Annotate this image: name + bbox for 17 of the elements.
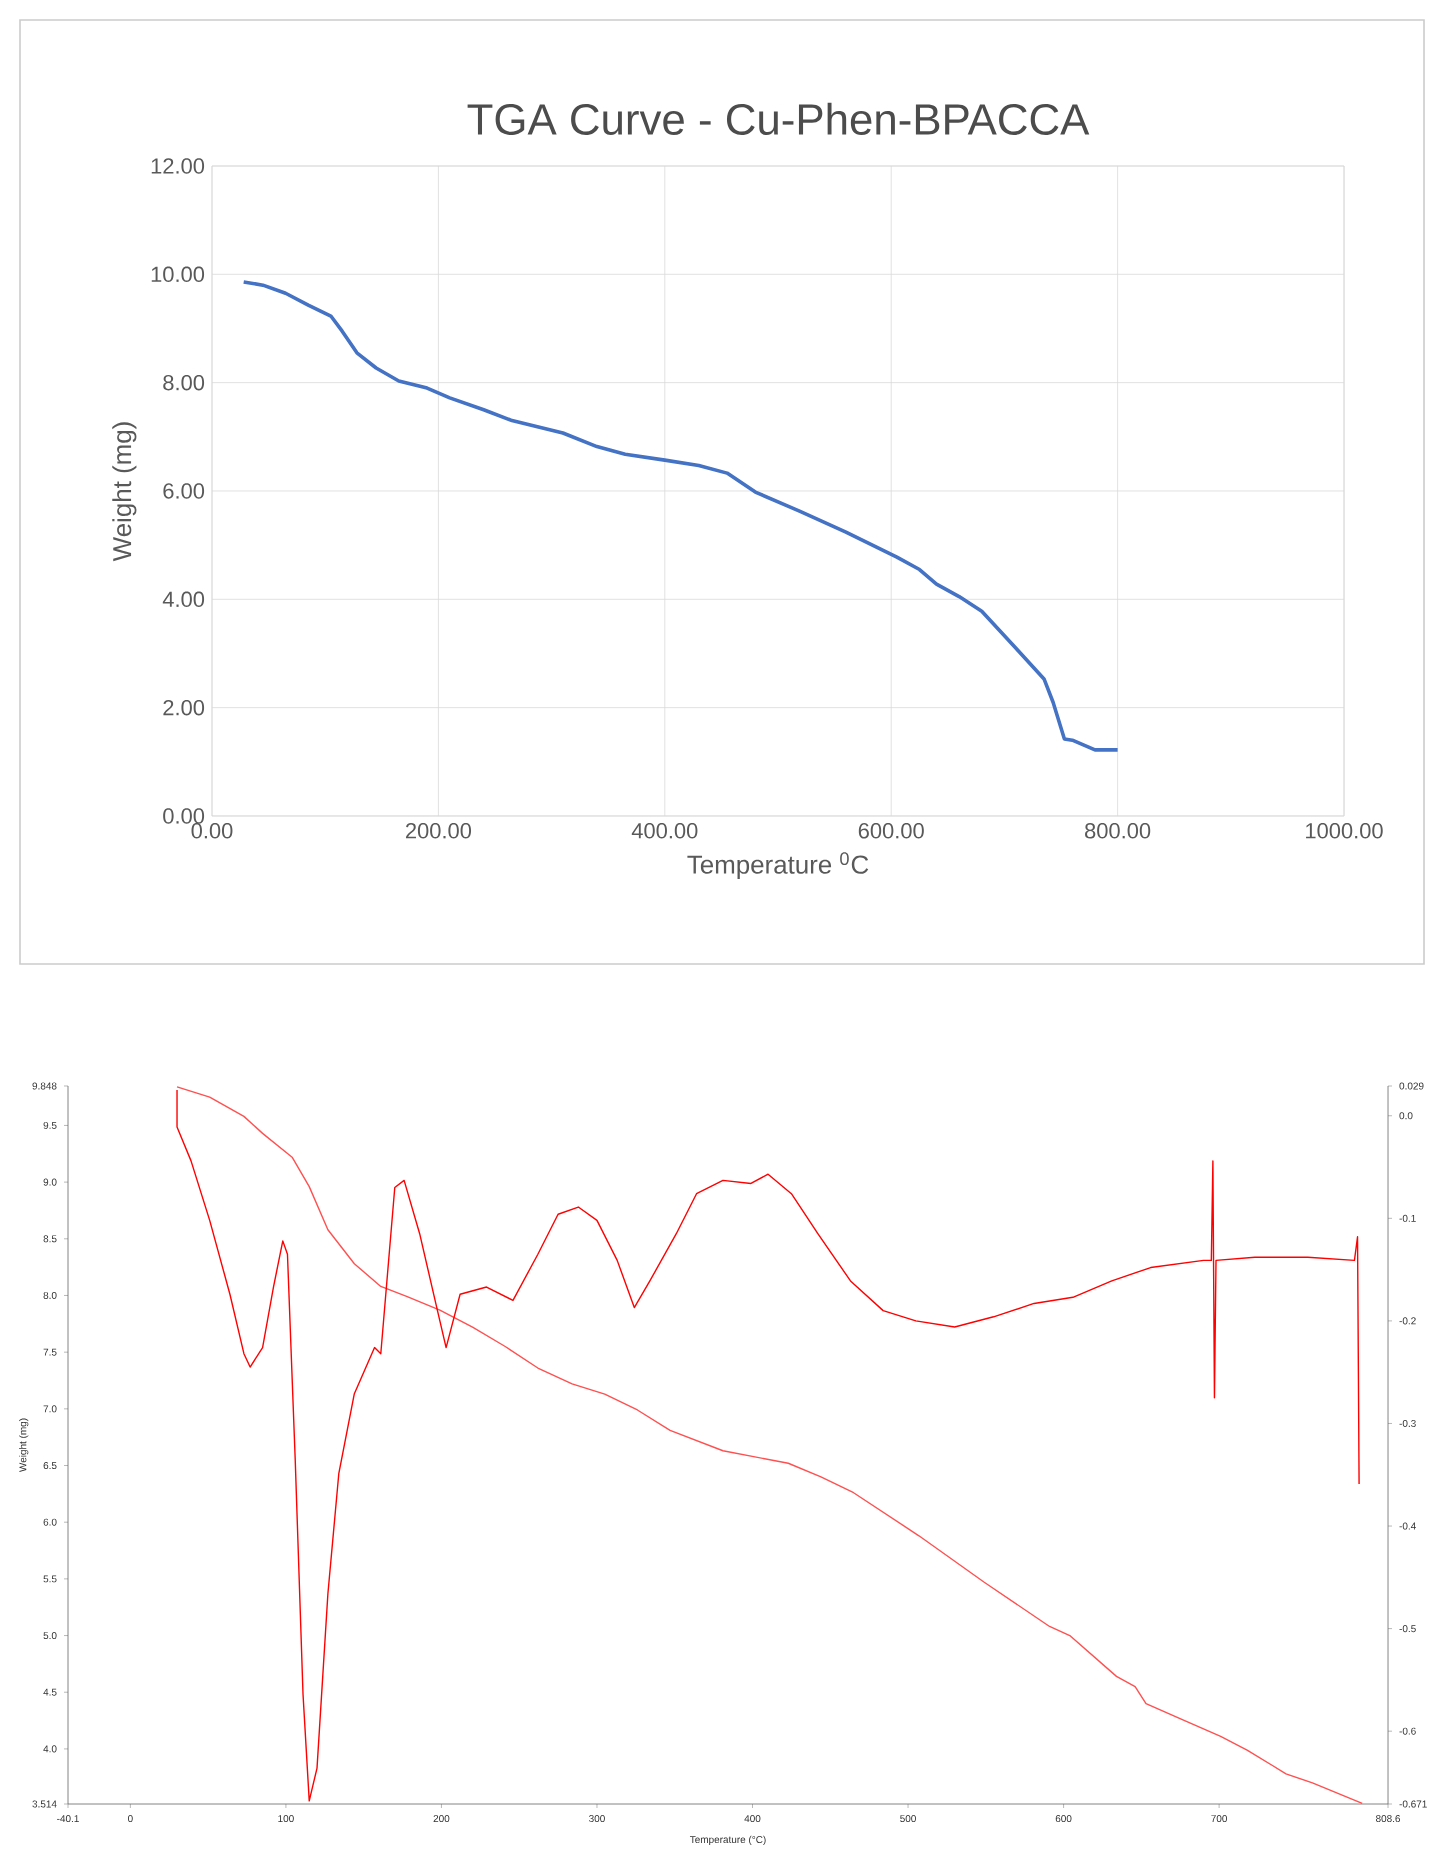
x-tick-label: 800.00	[1085, 823, 1151, 839]
y-tick-label: 8.00	[163, 374, 205, 391]
y-tick-label: 10.00	[151, 266, 205, 283]
x-tick-label: 1000.00	[1306, 823, 1383, 839]
y-axis-title: Weight (mg)	[112, 422, 137, 562]
x-tick-label: 0.00	[191, 823, 233, 839]
chart-title: TGA Curve - Cu-Phen-BPACCA	[467, 102, 1090, 135]
y-tick-label: 12.00	[151, 158, 205, 174]
x-tick-label: 600.00	[858, 823, 924, 839]
y-tick-label: 0.00	[163, 808, 205, 824]
line-series	[241, 280, 1120, 752]
y-tick-label: 6.00	[163, 483, 205, 499]
y-tick-label: 2.00	[163, 699, 205, 716]
x-axis-title: Temperature $^{0}$C	[687, 852, 869, 879]
x-tick-label: 400.00	[631, 823, 698, 839]
x-tick-label: 200.00	[405, 823, 472, 839]
y-tick-label: 4.00	[162, 591, 205, 608]
